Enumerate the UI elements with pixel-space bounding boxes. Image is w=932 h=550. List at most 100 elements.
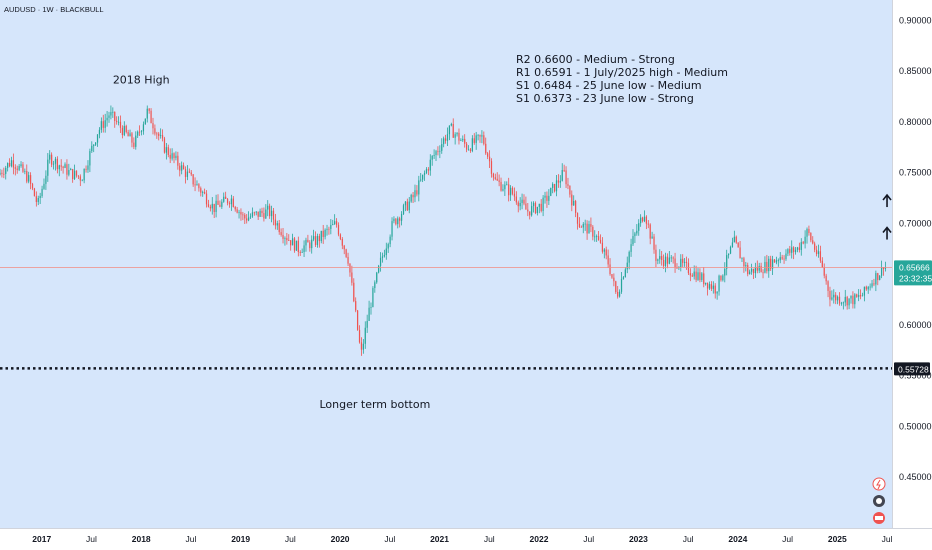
candle-body[interactable] [135, 135, 137, 147]
candle-body[interactable] [490, 161, 493, 174]
candle-body[interactable] [502, 189, 504, 191]
candle-body[interactable] [353, 282, 355, 302]
candle-body[interactable] [154, 128, 156, 134]
candle-body[interactable] [779, 257, 781, 261]
candle-body[interactable] [596, 236, 598, 237]
candle-body[interactable] [777, 260, 779, 262]
candle-body[interactable] [785, 253, 787, 260]
candle-body[interactable] [68, 170, 70, 175]
candle-body[interactable] [335, 221, 338, 225]
candle-body[interactable] [114, 111, 116, 121]
candle-body[interactable] [710, 284, 713, 289]
candle-body[interactable] [555, 180, 558, 192]
candle-body[interactable] [597, 236, 600, 240]
candle-body[interactable] [374, 282, 376, 289]
candle-body[interactable] [81, 180, 83, 182]
candle-body[interactable] [578, 223, 581, 227]
candle-body[interactable] [674, 258, 676, 268]
candle-body[interactable] [695, 271, 697, 280]
candle-body[interactable] [626, 262, 628, 270]
candle-body[interactable] [856, 294, 858, 297]
candle-body[interactable] [175, 155, 177, 159]
candle-body[interactable] [649, 224, 651, 239]
candle-body[interactable] [586, 223, 588, 234]
candle-body[interactable] [789, 249, 791, 253]
candle-body[interactable] [8, 162, 11, 167]
candle-body[interactable] [827, 281, 829, 291]
candle-body[interactable] [137, 131, 139, 136]
candle-body[interactable] [477, 134, 479, 136]
candle-body[interactable] [144, 118, 146, 125]
candle-body[interactable] [190, 172, 192, 175]
candle-body[interactable] [22, 164, 24, 172]
candle-body[interactable] [852, 295, 854, 305]
candle-body[interactable] [305, 239, 307, 246]
candle-body[interactable] [242, 214, 244, 216]
candle-body[interactable] [567, 184, 569, 186]
candle-body[interactable] [93, 144, 95, 146]
candle-body[interactable] [473, 138, 475, 143]
candle-body[interactable] [146, 108, 148, 119]
candle-body[interactable] [420, 179, 422, 181]
candle-body[interactable] [821, 260, 823, 268]
candle-body[interactable] [668, 257, 670, 264]
candle-body[interactable] [754, 267, 757, 274]
candle-body[interactable] [559, 180, 561, 183]
candle-body[interactable] [192, 174, 194, 185]
candle-body[interactable] [720, 275, 722, 281]
candle-body[interactable] [167, 147, 169, 155]
candle-body[interactable] [500, 181, 502, 191]
candle-body[interactable] [609, 264, 611, 275]
candle-body[interactable] [121, 127, 124, 136]
candle-body[interactable] [659, 256, 661, 260]
candle-body[interactable] [196, 184, 198, 186]
candle-body[interactable] [687, 262, 690, 274]
candle-body[interactable] [454, 134, 456, 138]
candle-body[interactable] [494, 177, 496, 179]
candle-body[interactable] [117, 121, 120, 123]
candle-body[interactable] [783, 258, 785, 260]
candle-body[interactable] [536, 206, 538, 214]
candle-body[interactable] [205, 193, 208, 205]
candle-body[interactable] [848, 298, 850, 306]
candle-body[interactable] [51, 154, 53, 165]
candle-body[interactable] [200, 188, 202, 193]
candle-body[interactable] [381, 256, 384, 258]
candle-body[interactable] [771, 259, 774, 269]
candle-body[interactable] [599, 239, 602, 243]
candle-body[interactable] [750, 268, 753, 272]
candle-body[interactable] [492, 173, 495, 178]
candle-body[interactable] [441, 144, 443, 151]
candle-body[interactable] [119, 121, 122, 128]
candle-body[interactable] [129, 133, 131, 137]
candle-body[interactable] [716, 291, 718, 294]
candle-body[interactable] [238, 212, 240, 213]
candle-body[interactable] [343, 245, 345, 250]
candle-body[interactable] [54, 158, 57, 164]
candle-body[interactable] [861, 295, 864, 297]
candle-body[interactable] [142, 124, 145, 132]
candle-body[interactable] [515, 196, 517, 203]
price-axis[interactable]: 0.900000.850000.800000.750000.700000.650… [872, 0, 932, 550]
candle-body[interactable] [620, 278, 623, 292]
candle-body[interactable] [362, 343, 364, 350]
candle-body[interactable] [693, 271, 695, 277]
candle-body[interactable] [379, 257, 382, 266]
candle-body[interactable] [729, 246, 732, 254]
candle-body[interactable] [775, 260, 778, 263]
candle-body[interactable] [427, 169, 429, 171]
candle-body[interactable] [96, 134, 99, 143]
candle-body[interactable] [735, 236, 737, 243]
candle-body[interactable] [726, 255, 728, 269]
candle-body[interactable] [372, 288, 374, 308]
candle-body[interactable] [400, 214, 403, 221]
candle-body[interactable] [791, 247, 793, 253]
candle-body[interactable] [873, 283, 875, 285]
candle-body[interactable] [251, 212, 254, 217]
candle-body[interactable] [364, 327, 366, 344]
candle-body[interactable] [270, 210, 273, 217]
candle-body[interactable] [871, 283, 873, 287]
candle-body[interactable] [408, 201, 410, 211]
candle-body[interactable] [781, 257, 783, 259]
candle-body[interactable] [37, 198, 39, 202]
